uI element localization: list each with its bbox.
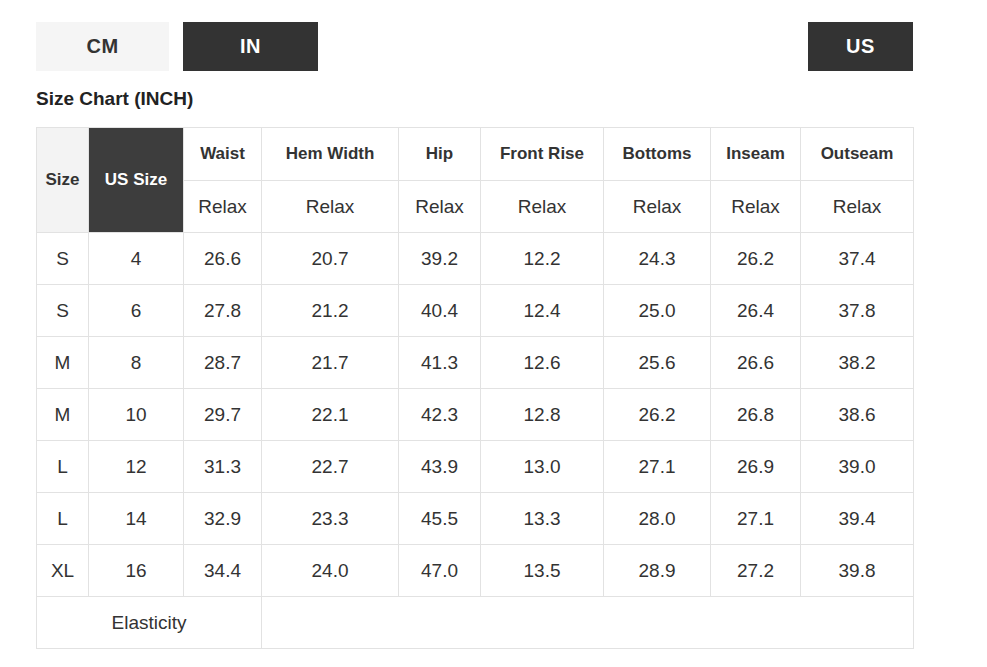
measurement-cell: 24.3	[604, 233, 711, 285]
measurement-cell: 31.3	[184, 441, 262, 493]
fit-cell: Relax	[711, 181, 801, 233]
measurement-cell: 21.7	[262, 337, 399, 389]
us-size-cell: 16	[89, 545, 184, 597]
measurement-cell: 39.2	[399, 233, 481, 285]
us-size-cell: 8	[89, 337, 184, 389]
measurement-cell: 45.5	[399, 493, 481, 545]
in-toggle-button[interactable]: IN	[183, 22, 318, 71]
table-row: S 4 26.6 20.7 39.2 12.2 24.3 26.2 37.4	[37, 233, 914, 285]
measurement-cell: 20.7	[262, 233, 399, 285]
page-title: Size Chart (INCH)	[36, 88, 913, 110]
table-row: L 14 32.9 23.3 45.5 13.3 28.0 27.1 39.4	[37, 493, 914, 545]
measurement-cell: 12.4	[481, 285, 604, 337]
measurement-cell: 26.9	[711, 441, 801, 493]
measurement-cell: 23.3	[262, 493, 399, 545]
measurement-cell: 26.2	[711, 233, 801, 285]
table-row: XL 16 34.4 24.0 47.0 13.5 28.9 27.2 39.8	[37, 545, 914, 597]
table-row: L 12 31.3 22.7 43.9 13.0 27.1 26.9 39.0	[37, 441, 914, 493]
column-header-waist: Waist	[184, 128, 262, 181]
measurement-cell: 12.6	[481, 337, 604, 389]
measurement-cell: 41.3	[399, 337, 481, 389]
column-header-hem-width: Hem Width	[262, 128, 399, 181]
measurement-cell: 25.6	[604, 337, 711, 389]
column-header-hip: Hip	[399, 128, 481, 181]
us-size-cell: 12	[89, 441, 184, 493]
measurement-cell: 39.0	[801, 441, 914, 493]
table-row: M 10 29.7 22.1 42.3 12.8 26.2 26.8 38.6	[37, 389, 914, 441]
measurement-cell: 29.7	[184, 389, 262, 441]
us-size-cell: 10	[89, 389, 184, 441]
measurement-cell: 47.0	[399, 545, 481, 597]
size-cell: L	[37, 441, 89, 493]
unit-toggle-bar: CM IN US	[36, 22, 913, 71]
table-header-row: Size US Size Waist Hem Width Hip Front R…	[37, 128, 914, 181]
us-region-button[interactable]: US	[808, 22, 913, 71]
us-size-column-header: US Size	[89, 128, 184, 233]
fit-cell: Relax	[262, 181, 399, 233]
us-size-cell: 4	[89, 233, 184, 285]
cm-toggle-button[interactable]: CM	[36, 22, 169, 71]
measurement-cell: 27.2	[711, 545, 801, 597]
measurement-cell: 26.4	[711, 285, 801, 337]
column-header-inseam: Inseam	[711, 128, 801, 181]
us-size-cell: 14	[89, 493, 184, 545]
measurement-cell: 27.8	[184, 285, 262, 337]
measurement-cell: 26.2	[604, 389, 711, 441]
size-cell: XL	[37, 545, 89, 597]
measurement-cell: 40.4	[399, 285, 481, 337]
fit-cell: Relax	[184, 181, 262, 233]
measurement-cell: 26.6	[711, 337, 801, 389]
measurement-cell: 43.9	[399, 441, 481, 493]
measurement-cell: 34.4	[184, 545, 262, 597]
size-chart-table: Size US Size Waist Hem Width Hip Front R…	[36, 127, 914, 649]
us-size-cell: 6	[89, 285, 184, 337]
measurement-cell: 13.5	[481, 545, 604, 597]
measurement-cell: 21.2	[262, 285, 399, 337]
measurement-cell: 24.0	[262, 545, 399, 597]
measurement-cell: 39.4	[801, 493, 914, 545]
size-cell: M	[37, 389, 89, 441]
measurement-cell: 28.7	[184, 337, 262, 389]
size-cell: S	[37, 285, 89, 337]
measurement-cell: 38.6	[801, 389, 914, 441]
measurement-cell: 26.6	[184, 233, 262, 285]
fit-cell: Relax	[399, 181, 481, 233]
size-column-header: Size	[37, 128, 89, 233]
measurement-cell: 22.1	[262, 389, 399, 441]
measurement-cell: 28.9	[604, 545, 711, 597]
size-cell: L	[37, 493, 89, 545]
elasticity-label: Elasticity	[37, 597, 262, 649]
column-header-outseam: Outseam	[801, 128, 914, 181]
measurement-cell: 37.8	[801, 285, 914, 337]
measurement-cell: 13.0	[481, 441, 604, 493]
measurement-cell: 22.7	[262, 441, 399, 493]
measurement-cell: 37.4	[801, 233, 914, 285]
column-header-bottoms: Bottoms	[604, 128, 711, 181]
measurement-cell: 39.8	[801, 545, 914, 597]
measurement-cell: 26.8	[711, 389, 801, 441]
table-row: S 6 27.8 21.2 40.4 12.4 25.0 26.4 37.8	[37, 285, 914, 337]
measurement-cell: 27.1	[604, 441, 711, 493]
fit-cell: Relax	[604, 181, 711, 233]
measurement-cell: 25.0	[604, 285, 711, 337]
elasticity-value-cell	[262, 597, 914, 649]
table-row: M 8 28.7 21.7 41.3 12.6 25.6 26.6 38.2	[37, 337, 914, 389]
size-chart-panel: CM IN US Size Chart (INCH) Size US Size …	[36, 22, 913, 649]
measurement-cell: 12.8	[481, 389, 604, 441]
measurement-cell: 28.0	[604, 493, 711, 545]
fit-cell: Relax	[481, 181, 604, 233]
column-header-front-rise: Front Rise	[481, 128, 604, 181]
measurement-cell: 38.2	[801, 337, 914, 389]
measurement-cell: 27.1	[711, 493, 801, 545]
size-cell: S	[37, 233, 89, 285]
measurement-cell: 12.2	[481, 233, 604, 285]
measurement-cell: 42.3	[399, 389, 481, 441]
measurement-cell: 13.3	[481, 493, 604, 545]
elasticity-row: Elasticity	[37, 597, 914, 649]
fit-cell: Relax	[801, 181, 914, 233]
measurement-cell: 32.9	[184, 493, 262, 545]
size-cell: M	[37, 337, 89, 389]
